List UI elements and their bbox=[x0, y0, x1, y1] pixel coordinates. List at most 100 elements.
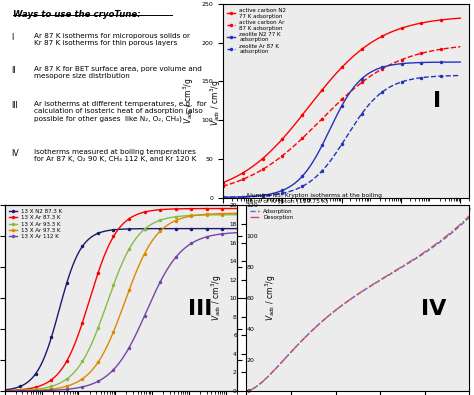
Adsorption bbox=[316, 322, 322, 326]
Desorption bbox=[404, 261, 410, 266]
13 X Ar 112 K bbox=[212, 233, 218, 237]
zeolite Ar 87 K
adsorption bbox=[221, 195, 227, 199]
13 X Ar 93.3 K bbox=[234, 213, 240, 217]
13 X Ar 97.3 K bbox=[3, 389, 9, 393]
zeolite Ar 87 K
adsorption bbox=[435, 74, 441, 79]
Desorption bbox=[316, 322, 322, 326]
zeolite N2 77 K
adsorption bbox=[365, 71, 371, 76]
Desorption bbox=[244, 389, 249, 393]
active carbon Ar
87 K adsorption bbox=[221, 184, 227, 188]
13 X Ar 87.3 K bbox=[3, 388, 9, 393]
active carbon N2
77 K adsorption bbox=[220, 180, 226, 185]
Adsorption bbox=[244, 389, 249, 393]
Text: I: I bbox=[433, 91, 441, 111]
13 X N2 87.3 K bbox=[234, 226, 240, 231]
active carbon N2
77 K adsorption bbox=[361, 45, 367, 50]
active carbon N2
77 K adsorption bbox=[221, 180, 227, 185]
13 X Ar 87.3 K bbox=[2, 388, 8, 393]
Legend: active carbon N2
77 K adsorption, active carbon Ar
87 K adsorption, zeolite N2 7: active carbon N2 77 K adsorption, active… bbox=[226, 7, 288, 55]
Text: III: III bbox=[188, 299, 212, 320]
zeolite N2 77 K
adsorption bbox=[361, 74, 367, 79]
active carbon Ar
87 K adsorption bbox=[435, 47, 441, 52]
Legend: 13 X N2 87.3 K, 13 X Ar 87.3 K, 13 X Ar 93.3 K, 13 X Ar 97.3 K, 13 X Ar 112 K: 13 X N2 87.3 K, 13 X Ar 87.3 K, 13 X Ar … bbox=[8, 208, 64, 240]
active carbon N2
77 K adsorption bbox=[361, 46, 366, 51]
Text: Ar isotherms at different temperatures, e.g.  for
calculation of isosteric heat : Ar isotherms at different temperatures, … bbox=[34, 101, 207, 122]
13 X Ar 97.3 K bbox=[212, 211, 218, 216]
Line: 13 X Ar 93.3 K: 13 X Ar 93.3 K bbox=[4, 214, 238, 392]
13 X Ar 97.3 K bbox=[2, 389, 8, 393]
13 X N2 87.3 K bbox=[144, 226, 150, 231]
13 X Ar 112 K bbox=[2, 389, 8, 393]
Text: Isotherms measured at boiling temperatures
for Ar 87 K, O₂ 90 K, CH₄ 112 K, and : Isotherms measured at boiling temperatur… bbox=[34, 149, 196, 162]
Line: 13 X N2 87.3 K: 13 X N2 87.3 K bbox=[4, 228, 238, 391]
13 X Ar 87.3 K bbox=[198, 206, 203, 211]
zeolite N2 77 K
adsorption bbox=[221, 195, 227, 199]
Adsorption bbox=[404, 261, 410, 266]
13 X Ar 93.3 K bbox=[144, 225, 150, 229]
13 X N2 87.3 K bbox=[140, 226, 146, 231]
Text: III: III bbox=[11, 101, 18, 110]
Text: Ar 87 K for BET surface area, pore volume and
mesopore size distribution: Ar 87 K for BET surface area, pore volum… bbox=[34, 66, 202, 79]
Line: active carbon Ar
87 K adsorption: active carbon Ar 87 K adsorption bbox=[222, 46, 461, 187]
Text: Ar 87 K isotherms for microporous solids or
Kr 87 K isotherms for thin porous la: Ar 87 K isotherms for microporous solids… bbox=[34, 33, 190, 46]
Desorption bbox=[384, 274, 390, 278]
13 X Ar 97.3 K bbox=[139, 256, 145, 261]
zeolite Ar 87 K
adsorption bbox=[361, 108, 367, 113]
zeolite N2 77 K
adsorption bbox=[435, 60, 441, 64]
Desorption bbox=[332, 308, 337, 313]
13 X Ar 87.3 K bbox=[139, 210, 145, 215]
Line: zeolite N2 77 K
adsorption: zeolite N2 77 K adsorption bbox=[222, 61, 461, 198]
active carbon Ar
87 K adsorption bbox=[361, 78, 367, 83]
X-axis label: p/p$_0$: p/p$_0$ bbox=[337, 218, 355, 231]
13 X Ar 93.3 K bbox=[139, 229, 145, 233]
13 X Ar 87.3 K bbox=[234, 206, 240, 211]
13 X Ar 112 K bbox=[144, 308, 150, 313]
Adsorption bbox=[271, 369, 276, 374]
13 X Ar 112 K bbox=[139, 318, 145, 323]
Text: IV: IV bbox=[11, 149, 19, 158]
13 X Ar 93.3 K bbox=[3, 388, 9, 393]
active carbon N2
77 K adsorption bbox=[420, 20, 426, 25]
13 X Ar 112 K bbox=[3, 389, 9, 393]
13 X Ar 93.3 K bbox=[140, 228, 146, 233]
13 X Ar 93.3 K bbox=[2, 388, 8, 393]
Desorption bbox=[466, 214, 472, 218]
13 X Ar 97.3 K bbox=[234, 211, 240, 216]
zeolite N2 77 K
adsorption bbox=[220, 195, 226, 200]
Desorption bbox=[406, 260, 411, 265]
13 X Ar 97.3 K bbox=[140, 254, 146, 259]
Text: Ways to use the cryoTune:: Ways to use the cryoTune: bbox=[13, 10, 141, 19]
Line: active carbon N2
77 K adsorption: active carbon N2 77 K adsorption bbox=[222, 17, 461, 184]
13 X Ar 112 K bbox=[234, 230, 240, 235]
active carbon Ar
87 K adsorption bbox=[361, 79, 366, 84]
active carbon Ar
87 K adsorption bbox=[220, 184, 226, 188]
active carbon Ar
87 K adsorption bbox=[457, 44, 463, 49]
zeolite Ar 87 K
adsorption bbox=[420, 75, 426, 80]
Adsorption bbox=[406, 261, 411, 265]
Text: II: II bbox=[11, 66, 16, 75]
Text: IV: IV bbox=[421, 299, 447, 320]
zeolite N2 77 K
adsorption bbox=[361, 75, 366, 80]
Text: I: I bbox=[11, 33, 13, 42]
13 X Ar 97.3 K bbox=[198, 213, 203, 217]
zeolite N2 77 K
adsorption bbox=[420, 60, 426, 65]
Legend: Adsorption, Desorption: Adsorption, Desorption bbox=[249, 208, 294, 222]
13 X Ar 93.3 K bbox=[212, 213, 218, 217]
13 X N2 87.3 K bbox=[198, 226, 203, 231]
13 X Ar 87.3 K bbox=[140, 210, 146, 215]
Line: 13 X Ar 87.3 K: 13 X Ar 87.3 K bbox=[4, 207, 238, 392]
zeolite Ar 87 K
adsorption bbox=[457, 73, 463, 78]
Line: 13 X Ar 97.3 K: 13 X Ar 97.3 K bbox=[4, 212, 238, 392]
Line: Adsorption: Adsorption bbox=[246, 217, 469, 391]
Y-axis label: $V_{ads}$ / cm$^3$/g: $V_{ads}$ / cm$^3$/g bbox=[182, 77, 196, 124]
Adsorption bbox=[384, 274, 390, 279]
13 X Ar 112 K bbox=[140, 317, 146, 322]
Desorption bbox=[271, 369, 276, 374]
13 X Ar 93.3 K bbox=[198, 213, 203, 218]
13 X Ar 87.3 K bbox=[144, 209, 150, 214]
Adsorption bbox=[466, 215, 472, 220]
Y-axis label: $V_{ads}$ / cm$^3$/g: $V_{ads}$ / cm$^3$/g bbox=[264, 275, 278, 322]
Text: Alumina N5: Krypton isotherms at the boiling
point of Krypton (119.75 K): Alumina N5: Krypton isotherms at the boi… bbox=[246, 193, 383, 203]
active carbon N2
77 K adsorption bbox=[457, 16, 463, 21]
13 X N2 87.3 K bbox=[3, 387, 9, 392]
